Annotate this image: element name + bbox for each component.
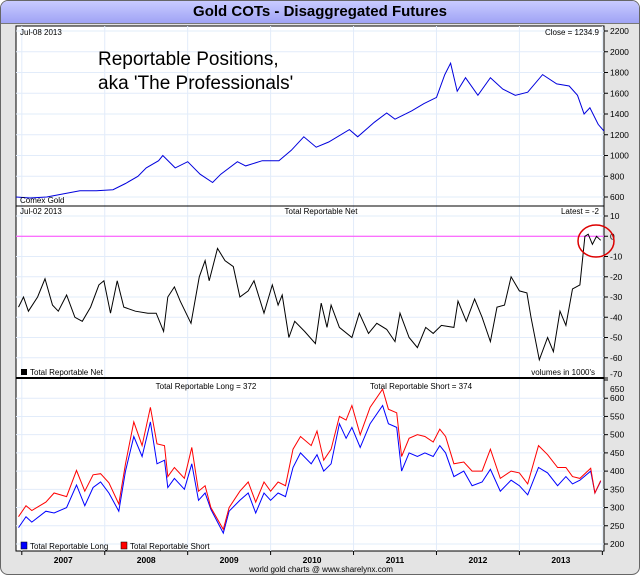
y-tick-label: 500 (610, 430, 624, 440)
net-legend-swatch (21, 369, 27, 375)
net-latest-label: Latest = -2 (561, 207, 600, 216)
series-line-comex-gold (15, 61, 605, 199)
y-tick-label: 450 (610, 448, 624, 458)
y-tick-label: 800 (610, 171, 624, 181)
y-tick-label: 1000 (610, 151, 629, 161)
x-tick-label: 2012 (468, 555, 487, 565)
y-tick-label: 2000 (610, 47, 629, 57)
long-legend-swatch (20, 541, 28, 550)
net-legend: Total Reportable Net (30, 368, 104, 377)
annotation-line2: aka 'The Professionals' (98, 73, 293, 94)
y-tick-label: 1400 (610, 109, 629, 119)
x-tick-label: 2007 (54, 555, 73, 565)
y-tick-label: 1600 (610, 88, 629, 98)
price-legend: Comex Gold (20, 196, 64, 205)
short-label: Total Reportable Short = 374 (370, 382, 473, 391)
y-tick-label: 550 (610, 411, 624, 421)
long-legend: Total Reportable Long (30, 542, 108, 551)
y-tick-label: 350 (610, 484, 624, 494)
y-tick-label: 2200 (610, 26, 629, 36)
volumes-note: volumes in 1000's (531, 368, 595, 377)
x-tick-label: 2010 (303, 555, 322, 565)
series-line-total-reportable-long (18, 404, 602, 535)
y-tick-label: 600 (610, 393, 624, 403)
series-line-total-reportable-net (18, 233, 602, 362)
y-tick-label: 400 (610, 466, 624, 476)
y-tick-label: -60 (610, 353, 623, 363)
series-line-total-reportable-short (18, 387, 602, 531)
net-date-label: Jul-02 2013 (20, 207, 62, 216)
x-tick-label: 2011 (386, 555, 405, 565)
highlight-circle (577, 224, 615, 258)
x-tick-label: 2009 (220, 555, 239, 565)
y-tick-label: 1200 (610, 130, 629, 140)
annotation-line1: Reportable Positions, (98, 49, 279, 70)
x-tick-label: 2013 (551, 555, 570, 565)
y-tick-label: 1800 (610, 68, 629, 78)
footer-credit: world gold charts @ www.sharelynx.com (248, 565, 393, 574)
short-legend: Total Reportable Short (130, 542, 210, 551)
y-tick-label: 600 (610, 192, 624, 202)
net-title: Total Reportable Net (285, 207, 359, 216)
y-tick-label: -50 (610, 333, 623, 343)
y-tick-label: 200 (610, 539, 624, 549)
chart-title: Gold COTs - Disaggregated Futures (1, 1, 639, 24)
y-tick-label: -70 (610, 369, 623, 379)
y-tick-label: 300 (610, 503, 624, 513)
y-tick-label: 10 (610, 211, 620, 221)
price-date-label: Jul-08 2013 (20, 28, 62, 37)
long-label: Total Reportable Long = 372 (156, 382, 257, 391)
y-tick-label: -10 (610, 252, 623, 262)
x-tick-label: 2008 (137, 555, 156, 565)
y-tick-label: 650 (610, 384, 624, 394)
y-tick-label: -20 (610, 272, 623, 282)
y-tick-label: -30 (610, 292, 623, 302)
y-tick-label: 250 (610, 521, 624, 531)
y-tick-label: -40 (610, 312, 623, 322)
short-legend-swatch (120, 541, 128, 550)
price-latest-label: Close = 1234.9 (545, 28, 600, 37)
